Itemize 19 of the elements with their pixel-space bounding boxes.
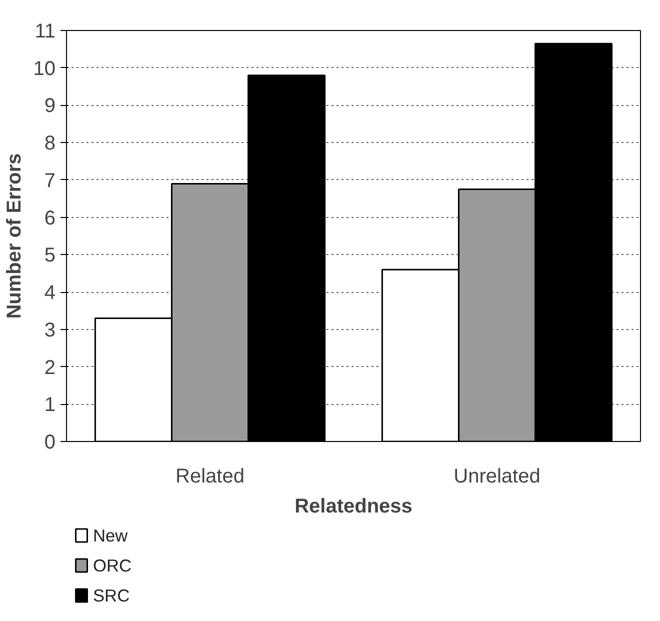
x-axis-title: Relatedness <box>294 496 412 518</box>
legend-label: SRC <box>92 586 130 606</box>
x-tick-label: Unrelated <box>454 466 540 488</box>
x-tick-label: Related <box>176 466 244 488</box>
legend-label: New <box>92 526 128 546</box>
y-tick-label: 2 <box>44 356 56 379</box>
y-tick-label: 10 <box>33 58 56 80</box>
y-axis-title: Number of Errors <box>3 153 26 319</box>
y-tick-label: 1 <box>44 394 56 416</box>
y-tick-label: 3 <box>44 319 56 342</box>
y-tick-label: 4 <box>44 282 56 304</box>
y-tick-label: 6 <box>44 207 56 230</box>
y-tick-label: 7 <box>44 170 56 192</box>
y-tick-label: 0 <box>44 432 56 454</box>
y-tick-label: 5 <box>44 244 56 267</box>
legend-label: ORC <box>92 556 132 576</box>
y-tick-label: 9 <box>44 95 56 118</box>
y-tick-label: 8 <box>44 132 56 155</box>
y-tick-label: 11 <box>34 20 56 42</box>
